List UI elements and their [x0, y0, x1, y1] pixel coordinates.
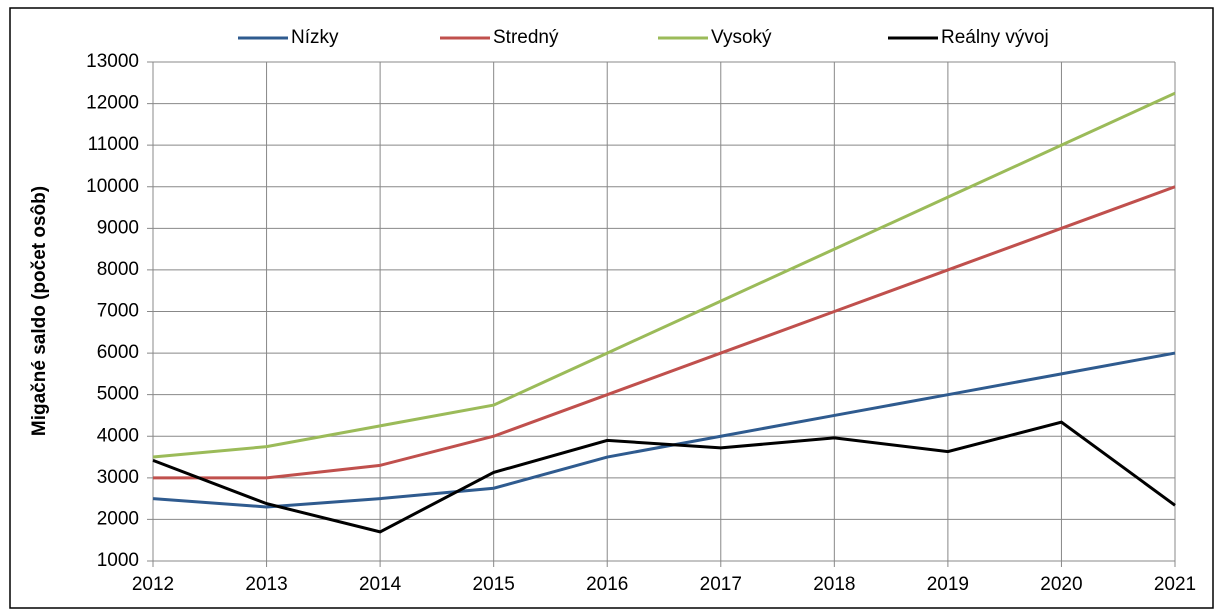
- y-tick-label: 2000: [97, 508, 139, 529]
- y-tick-label: 1000: [97, 550, 139, 571]
- y-axis-label: Migačné saldo (počet osôb): [29, 186, 50, 436]
- y-tick-label: 5000: [97, 384, 139, 405]
- y-tick-label: 10000: [86, 176, 139, 197]
- x-tick-label: 2013: [245, 574, 287, 595]
- y-tick-label: 7000: [97, 301, 139, 322]
- y-tick-label: 12000: [86, 93, 139, 114]
- series-line: [152, 351, 1176, 509]
- legend-label: Stredný: [493, 27, 559, 48]
- y-tick-label: 3000: [97, 467, 139, 488]
- y-tick-label: 8000: [97, 259, 139, 280]
- x-tick-label: 2017: [700, 574, 742, 595]
- series-line: [153, 185, 1176, 480]
- series-line: [152, 91, 1176, 459]
- x-tick-label: 2018: [813, 574, 855, 595]
- x-tick-label: 2016: [586, 574, 628, 595]
- x-tick-label: 2019: [927, 574, 969, 595]
- legend-label: Reálny vývoj: [941, 27, 1049, 48]
- x-tick-label: 2020: [1040, 574, 1082, 595]
- y-tick-label: 11000: [88, 134, 139, 155]
- x-tick-label: 2021: [1154, 574, 1196, 595]
- y-tick-label: 4000: [97, 425, 139, 446]
- y-tick-label: 9000: [97, 217, 139, 238]
- x-tick-label: 2015: [473, 574, 515, 595]
- y-tick-label: 6000: [97, 342, 139, 363]
- x-tick-label: 2012: [132, 574, 174, 595]
- series-line: [152, 420, 1176, 534]
- x-tick-label: 2014: [359, 574, 402, 595]
- legend-label: Nízky: [291, 27, 339, 48]
- legend-label: Vysoký: [711, 27, 772, 48]
- y-tick-label: 13000: [86, 51, 139, 72]
- chart-frame: [9, 7, 1214, 609]
